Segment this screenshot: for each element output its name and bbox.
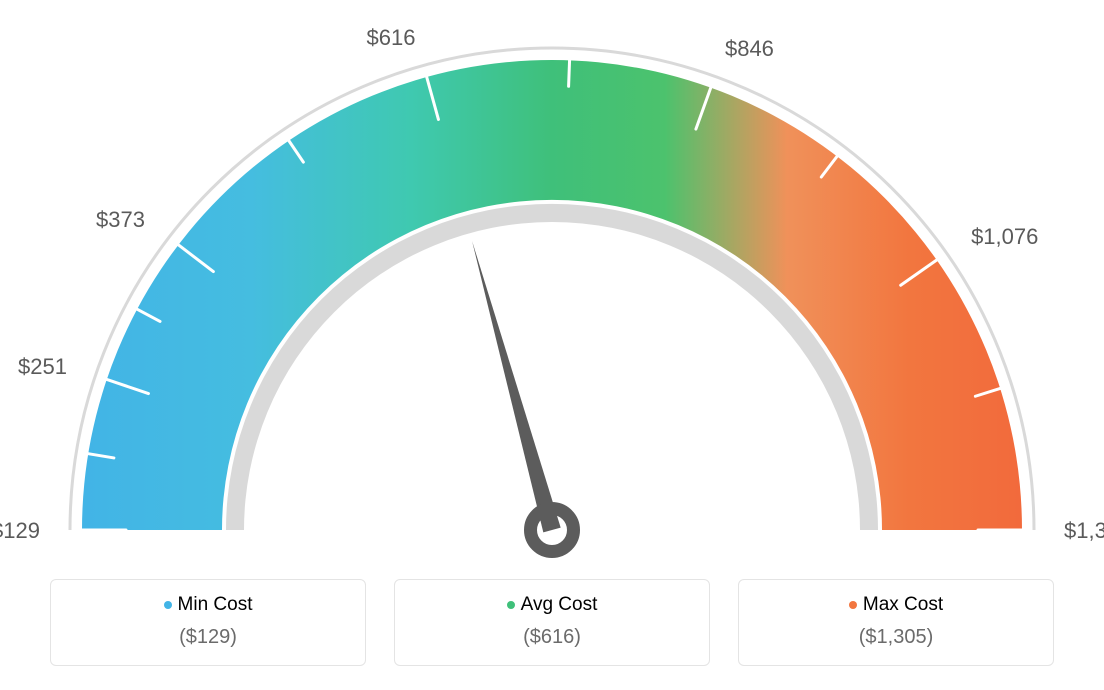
legend-card-max: Max Cost ($1,305) <box>738 579 1054 666</box>
legend-card-avg: Avg Cost ($616) <box>394 579 710 666</box>
legend-value-min: ($129) <box>61 626 355 649</box>
legend-card-min: Min Cost ($129) <box>50 579 366 666</box>
legend-title-avg: Avg Cost <box>405 594 699 616</box>
gauge-tick-label: $616 <box>346 25 416 51</box>
gauge-tick-label: $846 <box>725 36 774 62</box>
dot-icon <box>164 601 172 609</box>
gauge-svg <box>0 10 1104 570</box>
gauge-tick-label: $251 <box>0 354 67 380</box>
chart-container: $129 $251 $373 $616 $846 $1,076 $1,305 Min Cos… <box>0 0 1104 690</box>
legend-value-avg: ($616) <box>405 626 699 649</box>
dot-icon <box>507 601 515 609</box>
gauge-tick-label: $1,305 <box>1064 518 1104 544</box>
legend-label: Min Cost <box>178 594 253 615</box>
legend-label: Avg Cost <box>521 594 598 615</box>
legend-title-min: Min Cost <box>61 594 355 616</box>
legend-label: Max Cost <box>863 594 943 615</box>
legend-value-max: ($1,305) <box>749 626 1043 649</box>
gauge-tick-label: $1,076 <box>971 224 1038 250</box>
gauge-tick-label: $373 <box>75 207 145 233</box>
gauge-tick-label: $129 <box>0 518 40 544</box>
dot-icon <box>849 601 857 609</box>
legend-row: Min Cost ($129) Avg Cost ($616) Max Cost… <box>50 579 1054 666</box>
legend-title-max: Max Cost <box>749 594 1043 616</box>
gauge-area: $129 $251 $373 $616 $846 $1,076 $1,305 <box>0 10 1104 570</box>
